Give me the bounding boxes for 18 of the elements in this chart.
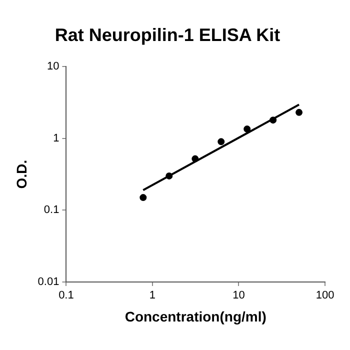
x-tick-label: 100 [316,290,334,302]
x-tick-label: 10 [232,290,245,302]
chart-title: Rat Neuropilin-1 ELISA Kit [54,24,280,45]
point [166,172,173,180]
point [244,126,251,133]
point [218,138,225,146]
point [270,116,277,124]
point [140,194,147,202]
y-tick-label: 0.1 [44,204,60,216]
y-tick-label: 0.01 [38,276,60,288]
y-axis-title: O.D. [13,160,30,189]
point [296,108,303,116]
x-tick-label: 0.1 [58,290,74,302]
x-tick-label: 1 [149,290,156,302]
y-tick-label: 10 [46,60,60,73]
x-axis-title: Concentration(ng/ml) [124,308,266,324]
point [192,155,199,162]
y-tick-label: 1 [53,132,60,144]
